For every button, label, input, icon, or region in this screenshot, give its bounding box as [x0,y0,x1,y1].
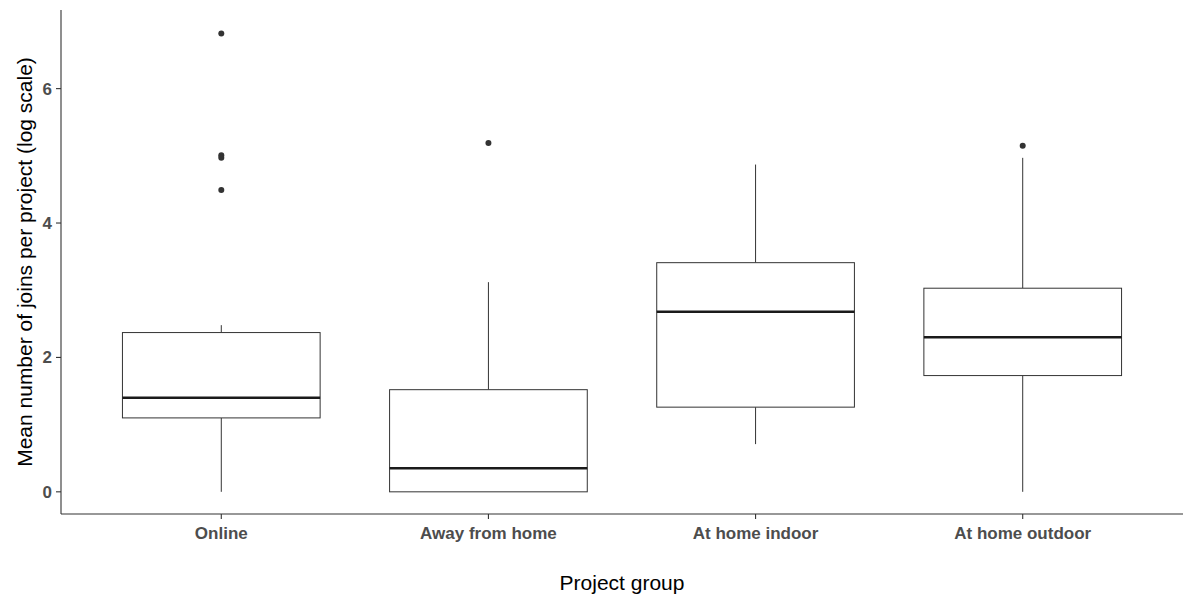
x-tick [1022,514,1023,519]
y-axis-title: Mean number of joins per project (log sc… [13,57,36,467]
y-tick [56,357,61,358]
box [390,390,588,492]
whisker-low [221,418,222,492]
plot-area [122,31,1121,492]
whisker-low [1022,376,1023,492]
whisker-high [1022,158,1023,288]
x-tick-label: Away from home [420,524,557,543]
y-tick-label: 2 [43,348,52,367]
whisker-low [755,407,756,444]
whisker-high [221,325,222,332]
median [390,467,588,470]
outlier [485,140,491,146]
outlier [218,31,224,37]
median [122,396,320,399]
y-axis [60,10,61,514]
box [924,288,1122,375]
y-tick-label: 0 [43,483,52,502]
x-axis-title: Project group [560,571,685,594]
y-tick [56,491,61,492]
x-tick [221,514,222,519]
y-tick [56,222,61,223]
median [924,336,1122,339]
outlier [218,155,224,161]
box [122,333,320,418]
x-tick-label: Online [195,524,248,543]
x-tick [755,514,756,519]
y-tick [56,88,61,89]
chart: 0 2 4 6 Online Away from home At home indoor At… [0,0,1200,607]
x-tick [488,514,489,519]
outlier [218,187,224,193]
y-tick-label: 4 [43,214,53,233]
whisker-high [488,282,489,390]
x-tick-label: At home outdoor [954,524,1091,543]
whisker-high [755,165,756,263]
box [657,263,855,407]
median [657,310,855,313]
outlier [1020,143,1026,149]
x-axis [61,513,1183,514]
x-tick-label: At home indoor [693,524,819,543]
y-tick-label: 6 [43,80,52,99]
